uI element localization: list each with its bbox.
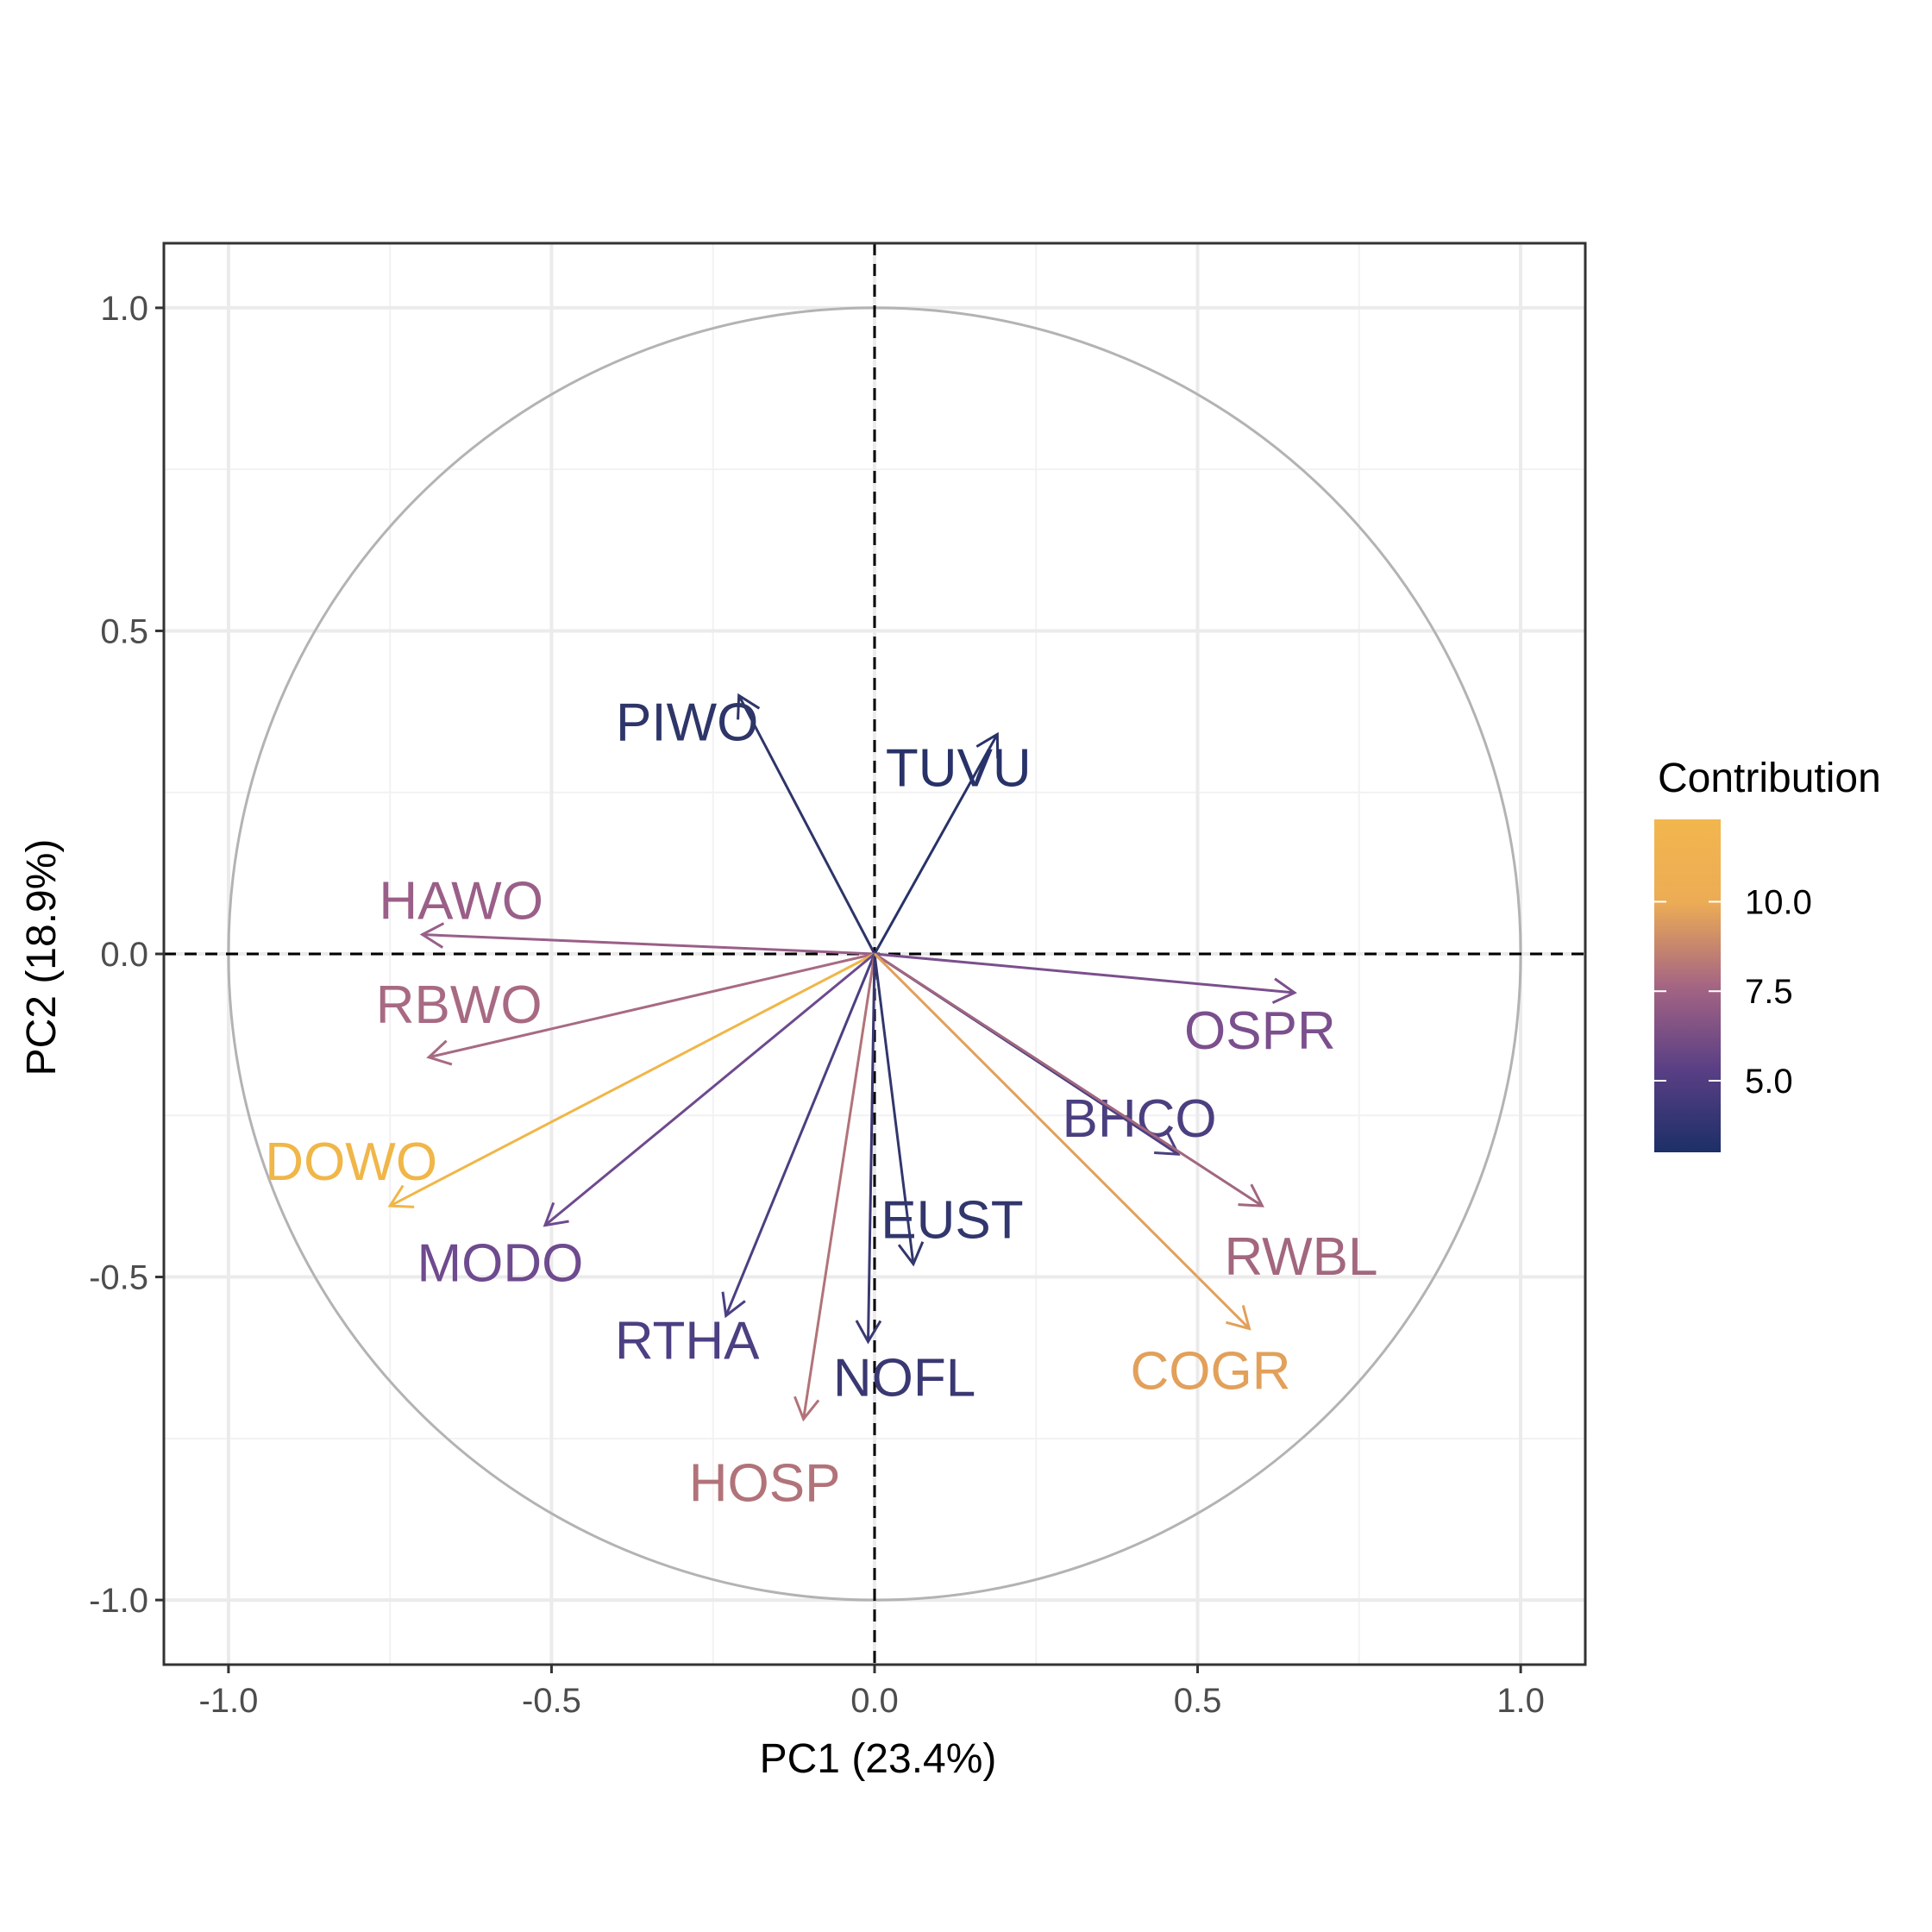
y-axis-title: PC2 (18.9%): [19, 839, 65, 1076]
variable-label: DOWO: [265, 1132, 437, 1192]
y-tick-label: 0.5: [100, 612, 148, 650]
arrow-shaft: [873, 953, 915, 1264]
variable-label: RBWO: [376, 975, 543, 1035]
x-tick-label: -1.0: [198, 1682, 258, 1720]
arrow-head: [543, 1201, 569, 1227]
variable-arrow-cogr: COGR: [873, 952, 1290, 1401]
variable-label: BHCO: [1063, 1089, 1217, 1149]
variable-label: RTHA: [615, 1311, 760, 1371]
variable-label: MODO: [417, 1234, 584, 1294]
y-tick-label: 0.0: [100, 936, 148, 974]
arrow-head: [419, 922, 445, 949]
x-tick-label: 1.0: [1496, 1682, 1545, 1720]
arrow-shaft: [867, 953, 876, 1342]
variable-arrow-piwo: PIWO: [616, 693, 876, 955]
legend-tick-label: 7.5: [1745, 973, 1793, 1011]
arrow-head: [1238, 1183, 1264, 1208]
variable-arrow-dowo: DOWO: [265, 952, 875, 1208]
arrow-head: [426, 1039, 453, 1066]
contribution-legend: Contribution 5.0 7.5 10.0: [1654, 756, 1881, 1152]
arrow-shaft: [724, 953, 876, 1317]
arrow-head: [1154, 1132, 1181, 1156]
arrow-head: [737, 693, 761, 720]
variable-label: NOFL: [833, 1348, 975, 1408]
arrow-shaft: [737, 694, 876, 955]
variable-label: HAWO: [379, 872, 543, 932]
arrow-shaft: [874, 952, 1295, 994]
variable-label: COGR: [1130, 1341, 1290, 1401]
variable-arrow-bhco: BHCO: [874, 952, 1217, 1156]
variable-label: OSPR: [1184, 1001, 1336, 1061]
y-tick-label: -0.5: [89, 1259, 148, 1297]
variable-label: TUVU: [886, 738, 1032, 798]
legend-title: Contribution: [1658, 756, 1881, 801]
arrow-shaft: [802, 953, 876, 1420]
legend-colorbar: [1654, 819, 1721, 1152]
variable-label: RWBL: [1224, 1227, 1377, 1287]
arrow-shaft: [389, 952, 875, 1208]
variable-arrow-hosp: HOSP: [689, 953, 876, 1513]
y-tick-label: -1.0: [89, 1582, 148, 1620]
arrow-head: [975, 731, 1000, 759]
arrow-head: [721, 1291, 746, 1319]
arrow-head: [1271, 977, 1297, 1005]
x-tick-label: 0.0: [850, 1682, 899, 1720]
y-tick-label: 1.0: [100, 290, 148, 328]
variable-arrow-rtha: RTHA: [615, 953, 876, 1371]
x-tick-label: -0.5: [522, 1682, 581, 1720]
variable-label: PIWO: [616, 693, 758, 752]
variable-arrow-ospr: OSPR: [874, 952, 1336, 1061]
variable-arrow-rbwo: RBWO: [376, 952, 875, 1066]
arrow-shaft: [428, 952, 875, 1059]
plot-panel: PIWO TUVU HAWO RBWO DOWO MODO RTHA HOSP NOFL EUST…: [162, 242, 1587, 1666]
variable-label: EUST: [881, 1191, 1023, 1251]
arrow-head: [1226, 1305, 1251, 1331]
x-tick-label: 0.5: [1174, 1682, 1222, 1720]
y-axis: -1.0 -0.5 0.0 0.5 1.0: [89, 290, 164, 1620]
variable-arrow-modo: MODO: [417, 952, 875, 1294]
variable-arrow-nofl: NOFL: [833, 953, 975, 1408]
legend-tick-label: 5.0: [1745, 1063, 1793, 1101]
arrow-shaft: [873, 952, 1251, 1330]
arrow-head: [387, 1184, 415, 1208]
variable-arrow-eust: EUST: [873, 953, 1024, 1267]
variable-label: HOSP: [689, 1453, 841, 1513]
arrow-shaft: [873, 733, 999, 955]
legend-tick-label: 10.0: [1745, 883, 1812, 921]
variable-arrow-rwbl: RWBL: [874, 952, 1377, 1287]
x-axis-title: PC1 (23.4%): [760, 1736, 997, 1782]
arrow-shaft: [422, 933, 875, 956]
arrow-head: [855, 1320, 882, 1345]
arrow-head: [794, 1396, 820, 1422]
variable-arrow-hawo: HAWO: [379, 872, 875, 956]
arrow-shaft: [544, 952, 875, 1226]
variable-arrow-tuvu: TUVU: [873, 731, 1032, 955]
arrow-head: [897, 1241, 925, 1267]
arrow-shaft: [874, 952, 1264, 1208]
x-axis: -1.0 -0.5 0.0 0.5 1.0: [198, 1665, 1545, 1720]
